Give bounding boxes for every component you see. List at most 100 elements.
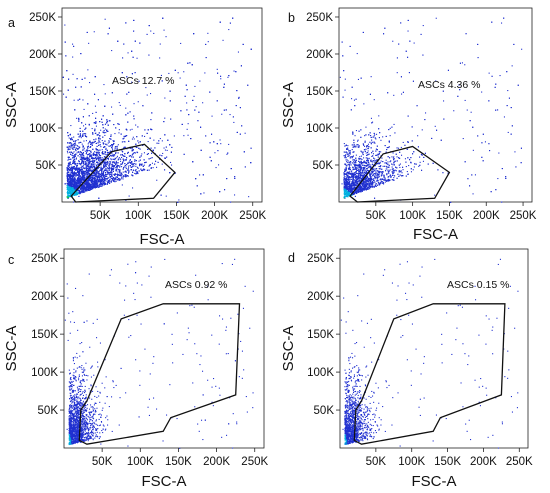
event-dot xyxy=(104,166,106,168)
event-dot xyxy=(88,174,90,176)
event-dot xyxy=(117,175,119,177)
event-dot xyxy=(114,179,116,181)
event-dot xyxy=(88,124,90,126)
event-dot xyxy=(79,127,81,129)
event-dot xyxy=(132,149,134,151)
event-dot xyxy=(125,171,127,173)
event-dot xyxy=(85,173,87,175)
event-dot xyxy=(67,171,69,173)
event-dot xyxy=(146,33,148,35)
event-dot xyxy=(103,130,105,132)
event-dot xyxy=(122,57,124,59)
event-dot xyxy=(220,78,222,80)
event-dot xyxy=(87,188,89,190)
event-dot xyxy=(85,171,87,173)
event-dot xyxy=(79,181,81,183)
event-dot xyxy=(108,163,110,165)
event-dot xyxy=(68,142,70,144)
event-dot xyxy=(68,156,70,158)
event-dot xyxy=(129,129,131,131)
event-dot xyxy=(97,172,99,174)
event-dot xyxy=(111,161,113,163)
event-dot xyxy=(62,76,64,78)
event-dot xyxy=(83,189,85,191)
event-dot xyxy=(70,125,72,127)
event-dot xyxy=(80,191,82,193)
event-dot xyxy=(106,178,108,180)
event-dot xyxy=(125,159,127,161)
event-dot xyxy=(86,168,88,170)
event-dot xyxy=(82,165,84,167)
event-dot xyxy=(250,162,252,164)
event-dot xyxy=(109,156,111,158)
event-dot xyxy=(72,161,74,163)
event-dot xyxy=(101,173,103,175)
event-dot xyxy=(114,148,116,150)
event-dot xyxy=(71,175,73,177)
event-dot xyxy=(82,130,84,132)
event-dot xyxy=(68,185,70,187)
event-dot xyxy=(197,120,199,122)
event-dot xyxy=(100,183,102,185)
event-dot xyxy=(89,141,91,143)
event-dot xyxy=(73,184,75,186)
event-dot xyxy=(70,158,72,160)
event-dot xyxy=(85,161,87,163)
event-dot xyxy=(88,166,90,168)
event-dot xyxy=(105,143,107,145)
event-dot xyxy=(78,147,80,149)
event-dot xyxy=(90,187,92,189)
event-dot xyxy=(90,185,92,187)
event-dot xyxy=(71,177,73,179)
event-dot xyxy=(250,48,252,50)
event-dot xyxy=(101,175,103,177)
event-dot xyxy=(81,173,83,175)
event-dot xyxy=(99,184,101,186)
event-dot xyxy=(87,160,89,162)
event-dot xyxy=(78,185,80,187)
event-dot xyxy=(88,183,90,185)
event-dot xyxy=(89,82,91,84)
event-dot xyxy=(102,181,104,183)
event-dot xyxy=(113,162,115,164)
event-dot xyxy=(199,80,201,82)
event-dot xyxy=(104,169,106,171)
event-dot xyxy=(103,181,105,183)
event-dot xyxy=(165,195,167,197)
event-dot xyxy=(116,164,118,166)
event-dot xyxy=(71,186,73,188)
event-dot xyxy=(111,163,113,165)
event-dot xyxy=(93,165,95,167)
event-dot xyxy=(72,152,74,154)
event-dot xyxy=(88,159,90,161)
event-dot xyxy=(114,173,116,175)
event-dot xyxy=(99,144,101,146)
event-dot xyxy=(107,180,109,182)
event-dot xyxy=(114,173,116,175)
event-dot xyxy=(88,172,90,174)
event-dot xyxy=(99,176,101,178)
event-dot xyxy=(101,171,103,173)
event-dot xyxy=(133,118,135,120)
event-dot xyxy=(87,170,89,172)
event-dot xyxy=(75,86,77,88)
event-dot xyxy=(119,170,121,172)
event-dot xyxy=(128,165,130,167)
event-dot xyxy=(98,162,100,164)
event-dot xyxy=(83,159,85,161)
event-dot xyxy=(101,185,103,187)
event-dot xyxy=(87,154,89,156)
event-dot xyxy=(112,165,114,167)
event-dot xyxy=(79,188,81,190)
event-dot xyxy=(95,111,97,113)
event-dot xyxy=(98,144,100,146)
event-dot xyxy=(78,173,80,175)
event-dot xyxy=(124,159,126,161)
event-dot xyxy=(123,166,125,168)
event-dot xyxy=(68,174,70,176)
event-dot xyxy=(110,145,112,147)
event-dot xyxy=(72,168,74,170)
event-dot xyxy=(68,179,70,181)
event-dot xyxy=(105,148,107,150)
event-dot xyxy=(238,97,240,99)
